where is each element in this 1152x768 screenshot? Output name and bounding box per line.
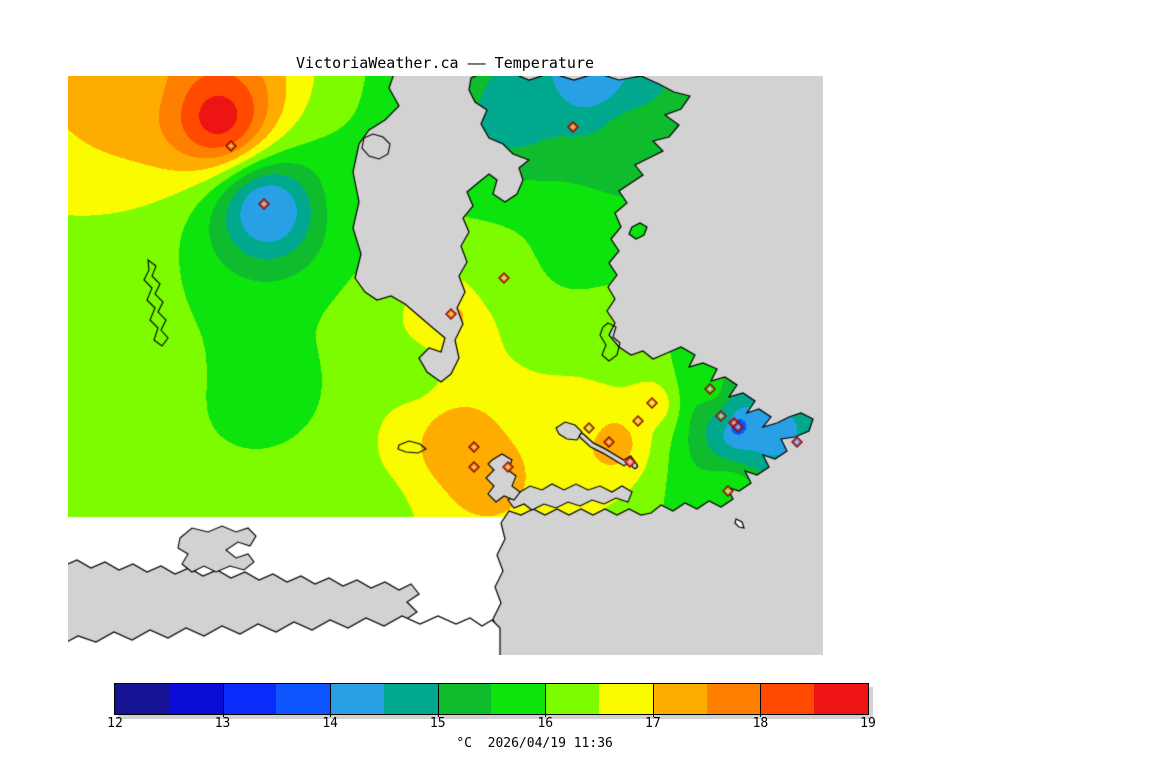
colorbar-cell [276,684,331,714]
colorbar-tick [222,684,224,717]
colorbar-tick-label: 18 [752,716,769,731]
colorbar-cell [652,684,707,714]
colorbar: 12 13 14 15 16 17 18 19 [107,683,876,731]
colorbar-tick-label: 12 [107,716,123,731]
colorbar-cell [814,684,868,714]
colorbar-tick [330,684,332,717]
colorbar-cell [330,684,384,714]
colorbar-cell [168,684,223,714]
colorbar-cell [706,684,761,714]
colorbar-cell [545,684,600,714]
colorbar-tick [652,684,654,717]
colorbar-tick-label: 13 [214,716,231,731]
map-timestamp: 2026/04/19 11:36 [487,736,613,751]
unit-timestamp-gap [472,736,488,751]
temperature-map-canvas [68,76,823,655]
colorbar-cell [760,684,815,714]
colorbar-cell [115,684,169,714]
colorbar-cell [599,684,653,714]
colorbar-unit-and-timestamp: °C 2026/04/19 11:36 [425,721,613,766]
colorbar-cell [383,684,438,714]
colorbar-tick-label: 15 [429,716,446,731]
colorbar-tick-label: 16 [537,716,554,731]
page-title: VictoriaWeather.ca —— Temperature [296,54,595,72]
colorbar-tick-label: 14 [322,716,338,731]
colorbar-tick-label: 17 [645,716,661,731]
colorbar-cell [437,684,492,714]
colorbar-tick [545,684,547,717]
colorbar-cell [491,684,546,714]
temperature-unit-label: °C [456,736,472,751]
colorbar-tick [437,684,439,717]
colorbar-cell [222,684,277,714]
colorbar-tick-label: 19 [860,716,876,731]
colorbar-tick [760,684,762,717]
